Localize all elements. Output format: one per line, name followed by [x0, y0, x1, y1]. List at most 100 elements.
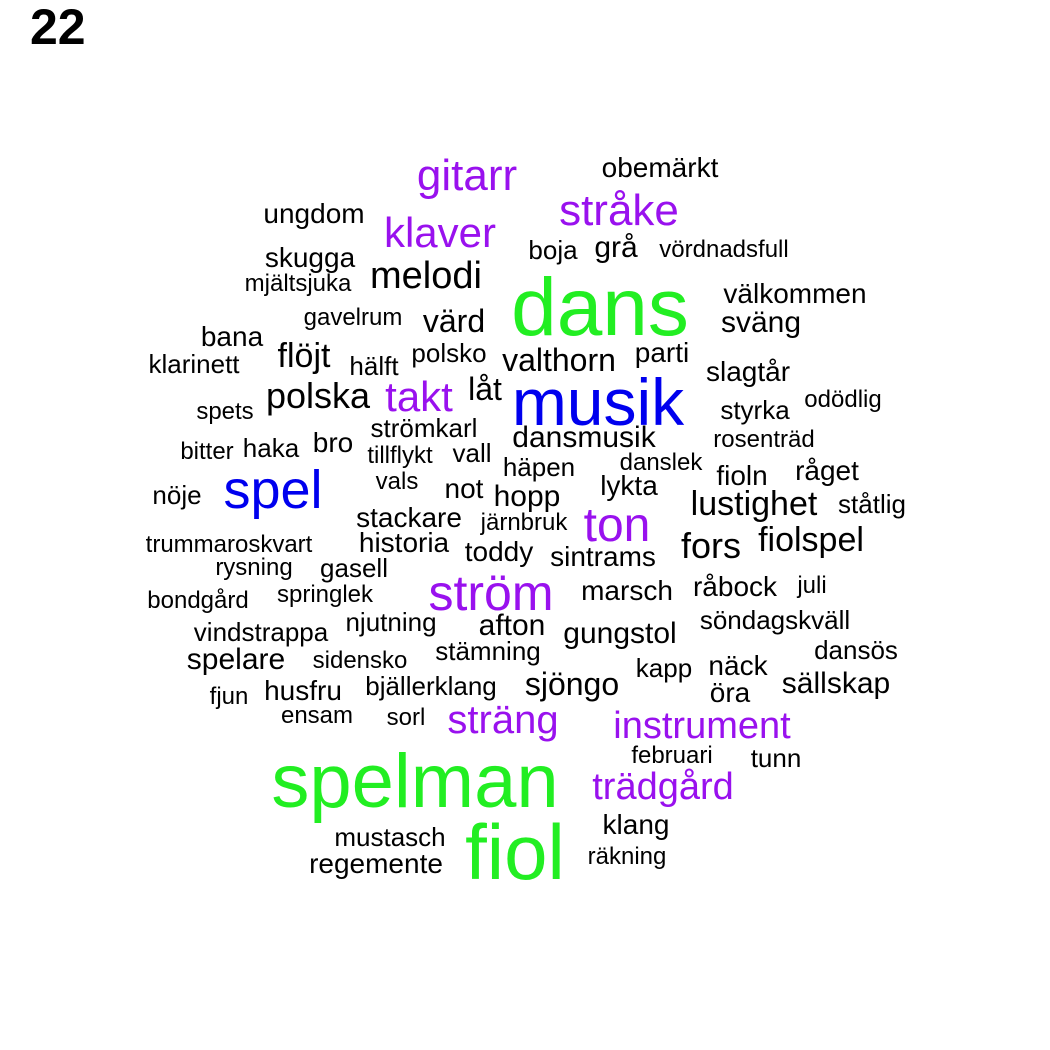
word-91: sorl — [386, 704, 426, 731]
word-57: ståtlig — [838, 489, 906, 519]
word-38: odödlig — [804, 386, 882, 413]
word-42: bitter — [180, 438, 234, 465]
word-88: öra — [709, 677, 751, 708]
word-61: historia — [358, 527, 450, 558]
word-90: ensam — [280, 702, 354, 729]
word-54: hopp — [493, 480, 561, 513]
word-72: springlek — [276, 581, 374, 608]
word-64: fors — [680, 525, 742, 566]
word-43: haka — [242, 433, 300, 463]
word-9: ton — [583, 499, 651, 552]
word-2: fiol — [465, 808, 565, 896]
word-47: häpen — [502, 452, 576, 482]
word-49: fioln — [716, 460, 768, 491]
word-31: valthorn — [502, 342, 616, 378]
word-85: husfru — [264, 675, 342, 706]
word-4: spel — [223, 460, 323, 520]
word-77: gungstol — [563, 617, 677, 650]
word-29: hälft — [349, 351, 399, 381]
word-76: afton — [478, 609, 546, 642]
word-59: järnbruk — [480, 509, 568, 536]
word-12: instrument — [613, 705, 791, 747]
word-39: strömkarl — [370, 413, 478, 443]
word-19: skugga — [264, 242, 356, 273]
word-74: vindstrappa — [193, 617, 329, 647]
word-26: bana — [200, 321, 264, 352]
word-55: lykta — [600, 470, 658, 501]
word-53: not — [444, 473, 484, 504]
word-78: spelare — [186, 643, 286, 676]
word-30: polsko — [411, 338, 487, 368]
word-84: fjun — [209, 683, 249, 710]
word-79: sidensko — [312, 647, 408, 674]
word-66: rysning — [215, 554, 293, 581]
word-8: takt — [385, 373, 453, 420]
word-51: nöje — [152, 480, 202, 510]
word-16: boja — [528, 235, 578, 265]
word-37: styrka — [720, 395, 790, 425]
word-70: juli — [797, 572, 827, 599]
word-60: trummaroskvart — [145, 531, 313, 558]
word-73: söndagskväll — [699, 605, 851, 635]
word-52: vals — [375, 468, 419, 495]
word-93: tunn — [750, 743, 802, 773]
word-65: fiolspel — [758, 521, 864, 559]
word-33: slagtår — [705, 356, 791, 387]
word-25: sväng — [720, 306, 802, 339]
word-71: bondgård — [147, 587, 249, 614]
word-0: spelman — [271, 739, 559, 824]
word-32: parti — [634, 337, 690, 368]
word-81: dansös — [814, 635, 898, 665]
word-6: stråke — [559, 186, 679, 235]
word-7: klaver — [383, 209, 497, 256]
word-89: sällskap — [781, 667, 891, 700]
word-86: bjällerklang — [365, 671, 497, 701]
word-80: stämning — [435, 636, 541, 666]
word-83: näck — [708, 650, 768, 681]
word-69: råbock — [692, 571, 778, 602]
word-34: polska — [265, 375, 371, 416]
word-40: dansmusik — [512, 421, 656, 454]
word-56: lustighet — [690, 485, 818, 523]
word-96: regemente — [309, 848, 443, 879]
word-22: välkommen — [723, 278, 867, 309]
word-62: toddy — [464, 536, 534, 567]
word-82: kapp — [635, 653, 693, 683]
word-68: marsch — [581, 575, 673, 606]
word-44: bro — [312, 427, 354, 458]
word-87: sjöngo — [524, 666, 620, 702]
word-15: ungdom — [263, 198, 365, 229]
word-20: mjältsjuka — [244, 270, 352, 297]
word-92: februari — [631, 742, 713, 769]
word-28: flöjt — [277, 337, 331, 375]
word-5: gitarr — [416, 151, 518, 200]
word-75: njutning — [345, 607, 437, 637]
word-50: råget — [795, 455, 859, 486]
word-58: stackare — [356, 502, 462, 533]
word-14: obemärkt — [601, 152, 719, 183]
word-48: danslek — [619, 449, 703, 476]
word-46: vall — [452, 438, 492, 468]
word-11: sträng — [447, 698, 559, 742]
word-45: tillflykt — [367, 442, 433, 469]
word-35: låt — [468, 371, 502, 407]
word-36: spets — [196, 398, 254, 425]
word-94: klang — [602, 809, 670, 840]
word-23: gavelrum — [303, 304, 403, 331]
word-21: melodi — [370, 255, 482, 297]
word-27: klarinett — [148, 349, 240, 379]
word-41: rosenträd — [713, 426, 815, 453]
word-24: värd — [422, 303, 486, 339]
word-3: musik — [511, 365, 685, 439]
word-1: dans — [511, 262, 689, 353]
word-67: gasell — [320, 553, 388, 583]
word-10: ström — [428, 565, 554, 621]
word-97: räkning — [587, 843, 667, 870]
word-95: mustasch — [334, 822, 446, 852]
word-18: vördnadsfull — [659, 236, 789, 263]
word-17: grå — [594, 231, 638, 264]
word-13: trädgård — [592, 766, 734, 808]
word-63: sintrams — [550, 541, 656, 572]
page-number: 22 — [30, 0, 86, 55]
